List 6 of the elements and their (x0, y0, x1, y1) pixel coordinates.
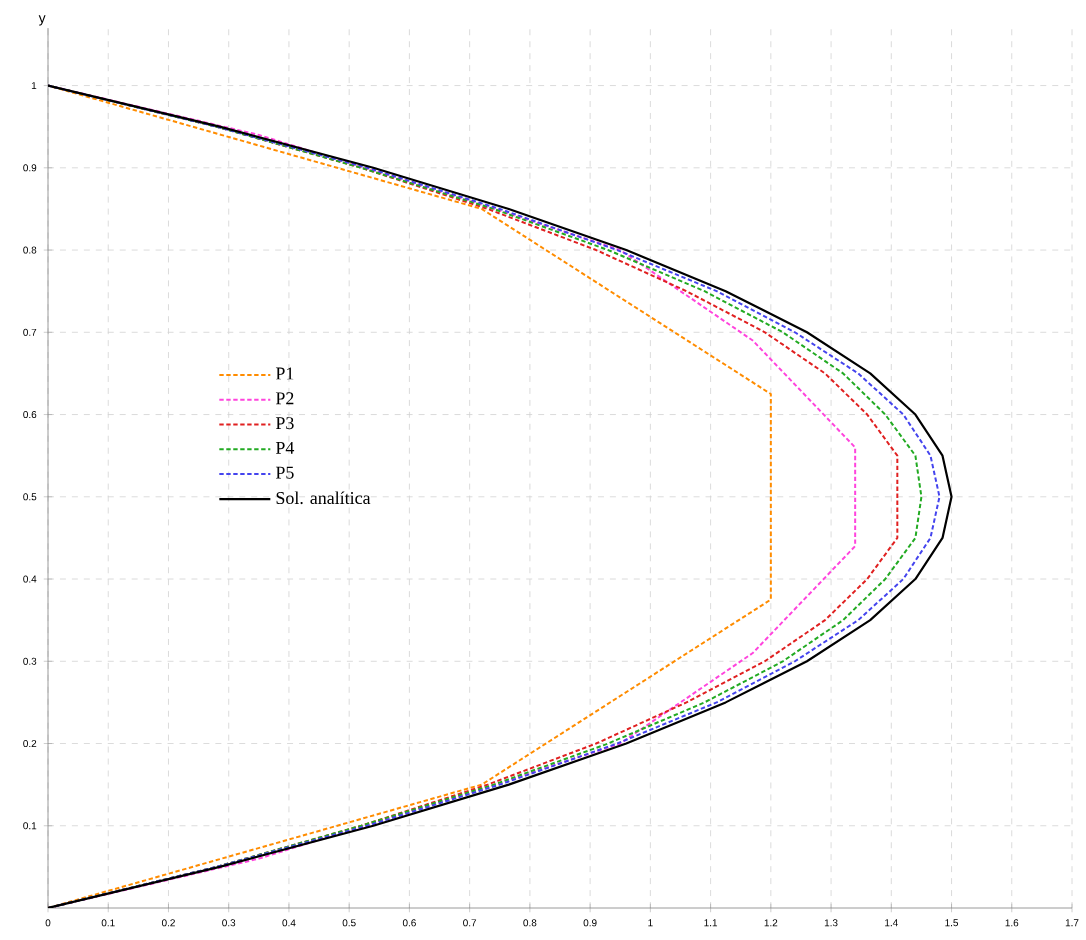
legend-label: P3 (275, 417, 294, 430)
legend-label: P5 (275, 466, 294, 479)
legend-label: P2 (275, 392, 294, 405)
legend-label: Sol. analítica (276, 491, 371, 505)
legend-label: P4 (275, 441, 295, 454)
legend-label: P1 (275, 367, 294, 380)
